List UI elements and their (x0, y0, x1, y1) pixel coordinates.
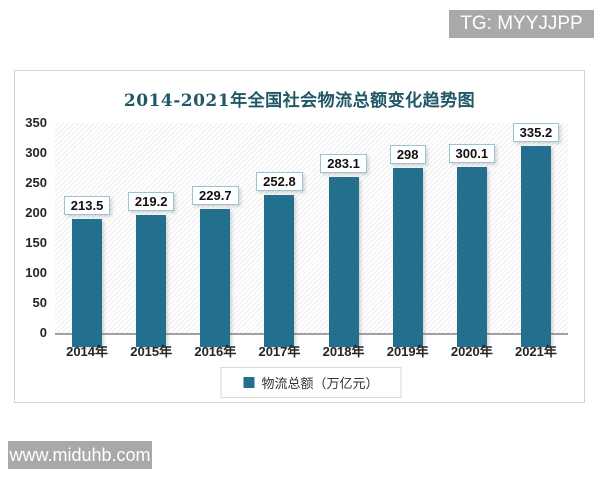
x-tick-label: 2020年 (450, 344, 493, 359)
y-tick-label: 250 (25, 175, 47, 190)
telegram-watermark-badge: TG: MYYJJPP (449, 10, 594, 38)
legend: 物流总额（万亿元） (220, 367, 402, 398)
x-tick-label: 2017年 (258, 344, 301, 359)
bar-value-label: 300.1 (448, 144, 496, 163)
bar-group: 283.1 (320, 154, 367, 347)
x-tick-label: 2016年 (194, 344, 237, 359)
y-tick-label: 300 (25, 145, 47, 160)
bar-value-label: 219.2 (127, 192, 175, 211)
bar (200, 209, 231, 347)
x-tick-label: 2021年 (514, 344, 557, 359)
bar-group: 219.2 (127, 192, 175, 347)
bar (328, 177, 359, 347)
y-tick-label: 0 (39, 325, 47, 340)
y-tick-label: 350 (25, 115, 47, 130)
bar-group: 213.5 (63, 196, 111, 347)
chart-container: 2014-2021年全国社会物流总额变化趋势图 0 50 100 150 200 250 3… (14, 70, 585, 403)
x-tick-label: 2014年 (66, 344, 109, 359)
bar (520, 146, 551, 347)
bar (392, 168, 423, 347)
legend-marker-icon (243, 377, 255, 388)
bar-group: 335.2 (512, 123, 560, 347)
bar (136, 215, 167, 347)
y-axis: 0 50 100 150 200 250 300 350 (15, 115, 47, 340)
website-watermark-badge: www.miduhb.com (8, 441, 152, 469)
plot-area: 213.5 219.2 229.7 252.8 283.1 298 300.1 335.2 (55, 123, 568, 347)
y-tick-label: 200 (25, 205, 47, 220)
bar-group: 252.8 (256, 172, 303, 347)
y-tick-label: 50 (32, 295, 47, 310)
bar (456, 167, 487, 347)
y-tick-label: 150 (25, 235, 47, 250)
bar-group: 300.1 (448, 144, 496, 347)
bar-value-label: 283.1 (320, 154, 367, 173)
bar-value-label: 213.5 (63, 196, 111, 215)
x-axis: 2014年 2015年 2016年 2017年 2018年 2019年 2020年 2021年 (55, 341, 568, 360)
y-tick-label: 100 (25, 265, 47, 280)
x-tick-label: 2018年 (322, 344, 365, 359)
bar-value-label: 229.7 (192, 186, 239, 205)
bar (264, 195, 295, 347)
bar-value-label: 252.8 (256, 172, 303, 191)
bar (72, 219, 103, 347)
x-tick-label: 2019年 (386, 344, 429, 359)
legend-label: 物流总额（万亿元） (261, 376, 379, 391)
bar-group: 229.7 (192, 186, 239, 347)
bar-value-label: 298 (389, 145, 426, 164)
bar-value-label: 335.2 (512, 123, 560, 142)
x-tick-label: 2015年 (130, 344, 173, 359)
bar-group: 298 (389, 145, 426, 347)
chart-title: 2014-2021年全国社会物流总额变化趋势图 (123, 91, 476, 111)
